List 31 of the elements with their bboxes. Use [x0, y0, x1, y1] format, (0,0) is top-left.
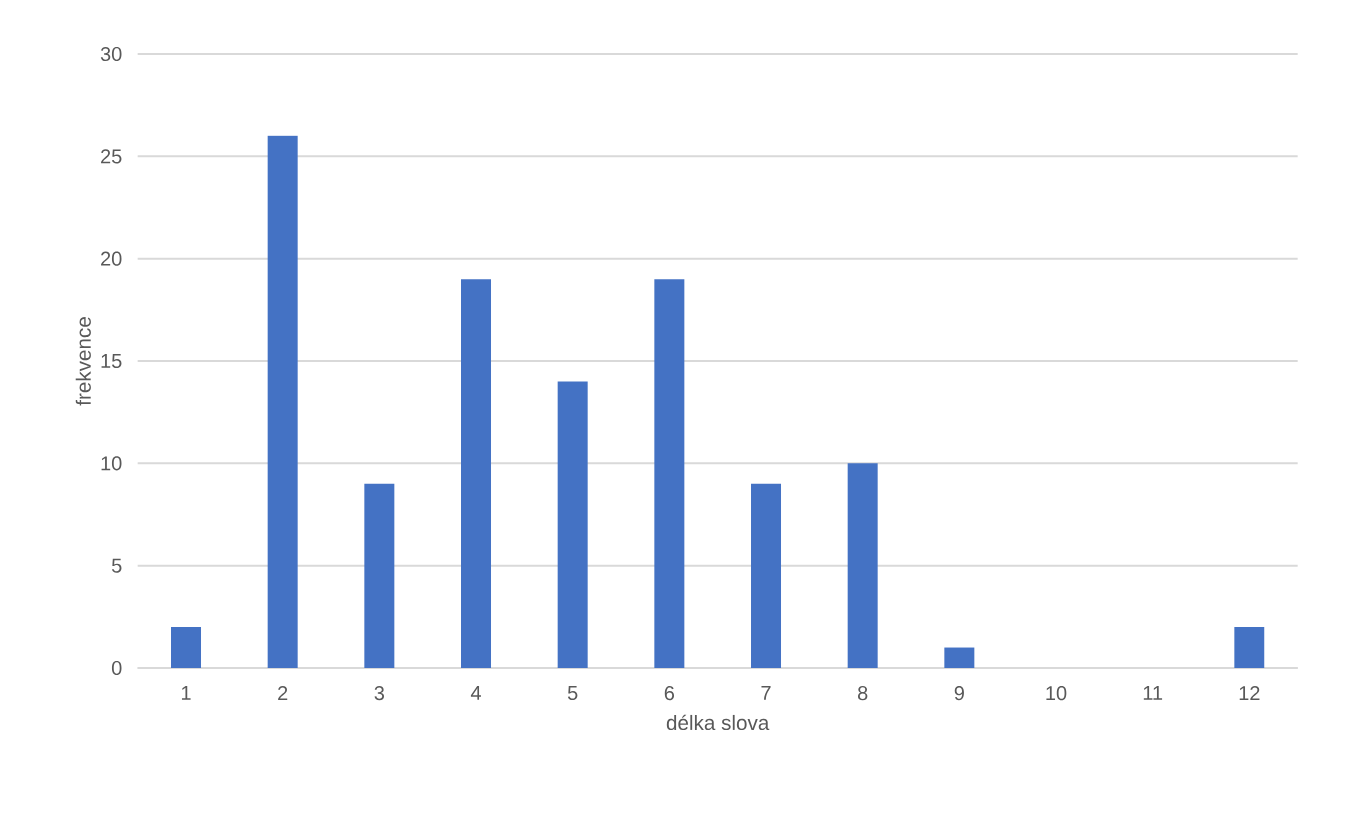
x-tick-label: 3 [374, 686, 385, 701]
bar [847, 463, 878, 668]
x-tick-label: 6 [664, 686, 675, 701]
x-tick-label: 2 [278, 686, 288, 701]
bar [364, 483, 395, 668]
y-axis-title: frekvence [75, 317, 91, 406]
x-tick-label: 10 [1046, 686, 1067, 701]
bar [557, 381, 588, 668]
y-tick-label: 5 [111, 558, 122, 573]
bar [1234, 627, 1265, 668]
x-tick-label: 9 [954, 686, 964, 701]
bar [751, 483, 782, 668]
y-tick-label: 10 [101, 456, 122, 471]
x-tick-label: 7 [761, 686, 771, 700]
bar [944, 647, 975, 668]
y-tick-label: 20 [101, 251, 122, 266]
x-axis-title: délka slova [666, 714, 770, 731]
y-tick-label: 15 [101, 354, 122, 368]
x-tick-label: 8 [857, 686, 868, 701]
x-tick-label: 4 [470, 686, 481, 700]
bar [267, 135, 298, 668]
bar [171, 627, 201, 668]
x-tick-label: 5 [567, 686, 578, 700]
y-tick-label: 0 [111, 660, 122, 676]
y-tick-label: 30 [100, 46, 122, 62]
y-tick-label: 25 [101, 149, 122, 164]
x-tick-label: 1 [181, 686, 191, 700]
x-tick-label: 11 [1143, 686, 1163, 700]
x-tick-label: 12 [1239, 686, 1260, 701]
bar [461, 279, 492, 668]
bar [654, 279, 685, 668]
